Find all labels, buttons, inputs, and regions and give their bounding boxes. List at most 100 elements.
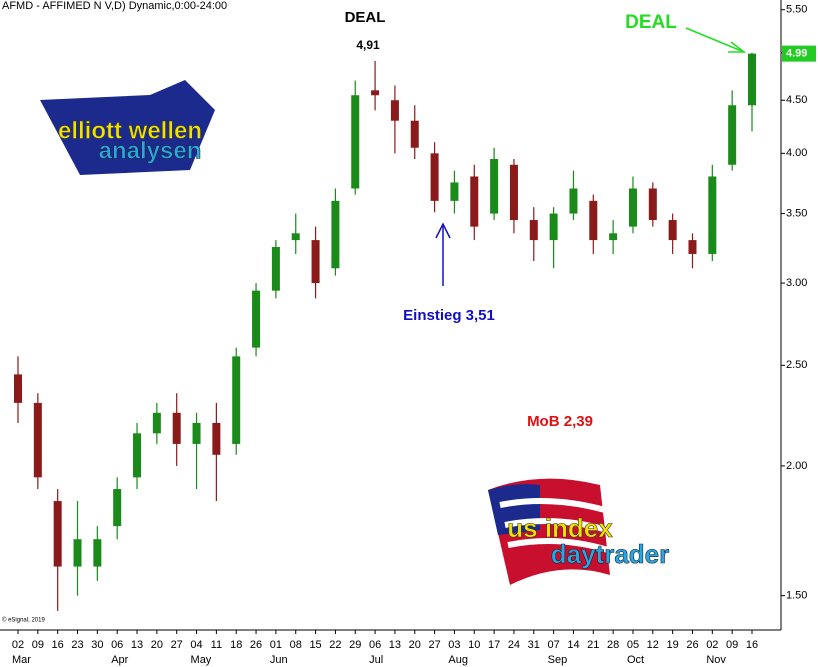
x-tick-label: 01 (270, 639, 282, 651)
y-tick-label: 5.50 (786, 4, 807, 16)
x-tick-label: 07 (547, 639, 559, 651)
logo-text: elliott wellen (58, 117, 202, 144)
candle-body (708, 176, 717, 254)
x-tick-label: 08 (290, 639, 302, 651)
month-label: Sep (548, 654, 568, 666)
y-tick-label: 3.00 (786, 277, 807, 289)
x-tick-label: 09 (32, 639, 44, 651)
month-label: Aug (448, 654, 468, 666)
candle-body (331, 200, 340, 269)
x-tick-label: 24 (508, 639, 520, 651)
candle-body (351, 95, 360, 189)
logo-text: analysen (99, 137, 202, 164)
x-tick-label: 13 (131, 639, 143, 651)
x-tick-label: 27 (428, 639, 440, 651)
x-tick-label: 31 (528, 639, 540, 651)
candle-body (589, 200, 598, 241)
month-label: Mar (12, 654, 31, 666)
x-tick-label: 26 (250, 639, 262, 651)
y-tick-label: 2.00 (786, 460, 807, 472)
month-label: Jun (270, 654, 288, 666)
month-label: Oct (627, 654, 644, 666)
annotation: Einstieg 3,51 (403, 307, 495, 324)
x-tick-label: 23 (71, 639, 83, 651)
x-tick-label: 10 (468, 639, 480, 651)
y-tick-label: 4.00 (786, 147, 807, 159)
x-tick-label: 26 (686, 639, 698, 651)
entry-arrow (435, 222, 451, 286)
x-tick-label: 30 (91, 639, 103, 651)
annotation: DEAL (625, 12, 677, 33)
logo-text: daytrader (551, 539, 670, 569)
annotation: MoB 2,39 (527, 413, 593, 430)
candle-body (252, 290, 261, 348)
x-tick-label: 21 (587, 639, 599, 651)
x-tick-label: 06 (111, 639, 123, 651)
candle-body (628, 188, 637, 227)
x-tick-label: 20 (151, 639, 163, 651)
candle-body (728, 105, 737, 165)
annotation: DEAL (345, 9, 386, 26)
candle-body (609, 233, 618, 241)
copyright: © eSignal, 2019 (2, 617, 45, 624)
month-label: May (191, 654, 212, 666)
candle-body (93, 539, 102, 567)
candle-body (410, 120, 419, 148)
x-tick-label: 18 (230, 639, 242, 651)
candle-body (14, 374, 22, 403)
last-price-label: 4.99 (786, 48, 807, 60)
x-tick-label: 22 (329, 639, 341, 651)
y-tick-label: 3.50 (786, 207, 807, 219)
candle-body (430, 153, 439, 201)
candle-body (648, 188, 657, 221)
x-tick-label: 28 (607, 639, 619, 651)
candle-body (133, 433, 142, 478)
annotation: 4,91 (356, 38, 380, 52)
x-tick-label: 27 (171, 639, 183, 651)
candle-body (212, 422, 221, 455)
x-tick-label: 16 (52, 639, 64, 651)
candle-body (192, 422, 201, 444)
candle-body (470, 176, 479, 227)
x-tick-label: 02 (12, 639, 24, 651)
month-label: Nov (706, 654, 726, 666)
chart-title: AFMD - AFFIMED N V,D) Dynamic,0:00-24:00 (2, 0, 227, 12)
candle-body (509, 164, 518, 221)
last-price-box (782, 45, 816, 62)
deal-arrow (685, 27, 747, 53)
y-tick-label: 2.50 (786, 359, 807, 371)
candle-body (748, 53, 756, 106)
month-label: Apr (111, 654, 128, 666)
candle-body (668, 220, 677, 241)
x-tick-label: 19 (667, 639, 679, 651)
x-tick-label: 16 (746, 639, 758, 651)
x-tick-label: 02 (706, 639, 718, 651)
x-tick-label: 05 (627, 639, 639, 651)
x-tick-label: 13 (389, 639, 401, 651)
x-tick-label: 09 (726, 639, 738, 651)
candle-body (232, 356, 241, 444)
candle-body (569, 188, 578, 214)
candle-body (291, 233, 300, 241)
candle-body (311, 240, 320, 284)
y-tick-label: 4.50 (786, 94, 807, 106)
candle-body (113, 489, 122, 527)
candle-body (73, 539, 82, 567)
month-label: Jul (369, 654, 383, 666)
candle-body (490, 159, 499, 214)
candle-body (33, 402, 42, 478)
logo-text: us index (507, 513, 613, 543)
candle-body (152, 412, 161, 434)
x-tick-label: 14 (567, 639, 579, 651)
candle-body (390, 100, 399, 121)
candle-body (529, 220, 538, 241)
logo-usindex: us index daytrader (488, 478, 670, 585)
x-tick-label: 20 (409, 639, 421, 651)
candle-body (53, 501, 62, 567)
logo-elliott: elliott wellen analysen (40, 80, 215, 175)
x-tick-label: 04 (190, 639, 202, 651)
candle-body (688, 240, 697, 254)
x-tick-label: 11 (211, 639, 222, 651)
x-tick-label: 12 (647, 639, 659, 651)
